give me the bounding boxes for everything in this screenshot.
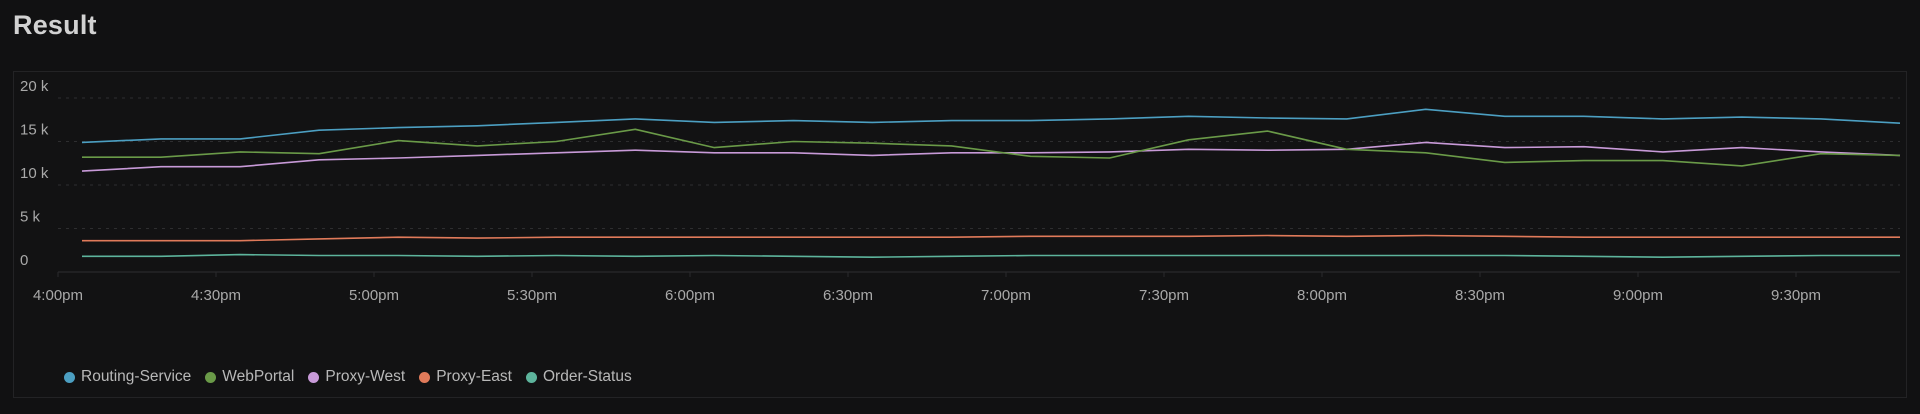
- legend-item-webportal[interactable]: WebPortal: [205, 368, 294, 386]
- x-tick-label: 5:30pm: [507, 287, 557, 304]
- series-line-proxy-east[interactable]: [82, 234, 1900, 242]
- proxy-west-color-dot-icon: [308, 371, 320, 383]
- chart-gridlines: [58, 97, 1900, 273]
- x-tick-label: 9:30pm: [1771, 287, 1821, 304]
- series-line-proxy-west[interactable]: [81, 141, 1901, 172]
- legend-label: WebPortal: [222, 368, 295, 385]
- webportal-color-dot-icon: [205, 371, 217, 383]
- x-axis: 4:00pm 4:30pm 5:00pm 5:30pm 6:00pm 6:30pm 7:00…: [33, 272, 1821, 304]
- chart-panel: [13, 71, 1907, 398]
- legend-item-proxy-east[interactable]: Proxy-East: [419, 368, 512, 386]
- x-tick-label: 5:00pm: [349, 287, 399, 304]
- page-title: Result: [13, 10, 97, 40]
- series-line-webportal[interactable]: [82, 128, 1901, 167]
- legend-item-order-status[interactable]: Order-Status: [526, 368, 632, 386]
- series-line-order-status[interactable]: [82, 253, 1900, 259]
- proxy-east-color-dot-icon: [419, 371, 431, 383]
- legend-item-proxy-west[interactable]: Proxy-West: [308, 368, 405, 386]
- y-tick-label: 20 k: [20, 78, 49, 95]
- chart-legend: Routing-Service WebPortal Proxy-West Pro…: [64, 368, 632, 386]
- x-tick-label: 8:30pm: [1455, 287, 1505, 304]
- y-tick-label: 0: [20, 252, 28, 269]
- x-tick-label: 6:00pm: [665, 287, 715, 304]
- y-tick-label: 5 k: [20, 209, 41, 226]
- chart-series: [81, 108, 1901, 259]
- x-tick-label: 7:00pm: [981, 287, 1031, 304]
- x-tick-label: 9:00pm: [1613, 287, 1663, 304]
- x-tick-label: 7:30pm: [1139, 287, 1189, 304]
- routing-service-color-dot-icon: [64, 371, 75, 383]
- x-tick-label: 8:00pm: [1297, 287, 1347, 304]
- x-tick-label: 6:30pm: [823, 287, 873, 304]
- order-status-color-dot-icon: [526, 371, 537, 383]
- y-tick-label: 15 k: [20, 122, 49, 139]
- legend-label: Proxy-West: [325, 368, 406, 385]
- x-tick-label: 4:00pm: [33, 287, 83, 304]
- legend-label: Proxy-East: [436, 368, 512, 385]
- y-axis: 0 5 k 10 k 15 k 20 k: [20, 78, 49, 269]
- legend-label: Order-Status: [543, 368, 632, 385]
- legend-item-routing-service[interactable]: Routing-Service: [64, 368, 191, 386]
- y-tick-label: 10 k: [20, 165, 49, 182]
- x-tick-label: 4:30pm: [191, 287, 241, 304]
- legend-label: Routing-Service: [81, 368, 192, 385]
- series-line-routing-service[interactable]: [81, 108, 1901, 144]
